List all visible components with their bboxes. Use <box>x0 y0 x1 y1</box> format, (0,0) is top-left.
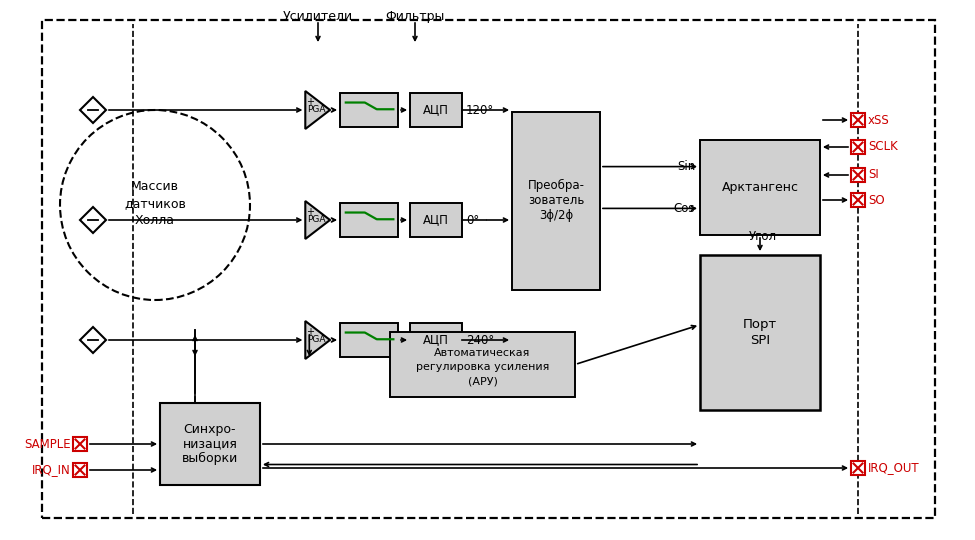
Text: (АРУ): (АРУ) <box>468 376 497 387</box>
Text: 0°: 0° <box>466 213 480 226</box>
Text: зователь: зователь <box>527 193 584 206</box>
Text: Холла: Холла <box>135 214 175 227</box>
Text: SCLK: SCLK <box>868 140 898 153</box>
Bar <box>73 437 87 451</box>
Text: АЦП: АЦП <box>423 213 448 226</box>
Text: Cos: Cos <box>674 202 695 215</box>
Bar <box>851 193 865 207</box>
Bar <box>340 93 398 127</box>
Text: 3ϕ/2ϕ: 3ϕ/2ϕ <box>539 208 573 221</box>
Text: +: + <box>306 97 314 106</box>
Text: 120°: 120° <box>466 104 494 117</box>
Text: PGA: PGA <box>307 215 326 225</box>
Bar <box>160 403 260 485</box>
Text: Угол: Угол <box>749 230 777 243</box>
Text: Автоматическая: Автоматическая <box>434 348 530 359</box>
Text: IRQ_OUT: IRQ_OUT <box>868 462 919 475</box>
Polygon shape <box>80 207 106 233</box>
Bar <box>73 463 87 477</box>
Bar <box>851 461 865 475</box>
Bar <box>700 140 820 235</box>
Text: Порт: Порт <box>743 318 777 331</box>
Text: SAMPLE: SAMPLE <box>24 437 71 450</box>
Bar <box>390 332 575 397</box>
Polygon shape <box>305 321 330 359</box>
Polygon shape <box>80 327 106 353</box>
Text: SO: SO <box>868 193 884 206</box>
Bar <box>410 203 462 237</box>
Text: xSS: xSS <box>868 113 890 126</box>
Text: IRQ_IN: IRQ_IN <box>32 463 71 476</box>
Text: SPI: SPI <box>750 334 770 347</box>
Text: АЦП: АЦП <box>423 334 448 347</box>
Bar <box>851 168 865 182</box>
Text: Усилители: Усилители <box>283 10 353 23</box>
Text: +: + <box>306 207 314 217</box>
Text: низация: низация <box>182 437 238 450</box>
Text: датчиков: датчиков <box>124 198 186 211</box>
Text: +: + <box>306 327 314 336</box>
Text: PGA: PGA <box>307 105 326 114</box>
Text: регулировка усиления: регулировка усиления <box>415 362 549 373</box>
Text: Преобра-: Преобра- <box>527 178 584 192</box>
Bar <box>340 323 398 357</box>
Text: Фильтры: Фильтры <box>385 10 445 23</box>
Bar <box>340 203 398 237</box>
Text: Массив: Массив <box>131 180 179 193</box>
Text: SI: SI <box>868 168 878 181</box>
Bar <box>851 140 865 154</box>
Polygon shape <box>305 201 330 239</box>
Text: АЦП: АЦП <box>423 104 448 117</box>
Bar <box>410 323 462 357</box>
Text: 240°: 240° <box>466 334 494 347</box>
Text: Арктангенс: Арктангенс <box>722 181 799 194</box>
Bar <box>700 255 820 410</box>
Polygon shape <box>80 97 106 123</box>
Polygon shape <box>305 91 330 129</box>
Text: выборки: выборки <box>182 451 238 464</box>
Bar <box>851 113 865 127</box>
Text: Синхро-: Синхро- <box>183 423 236 436</box>
Bar <box>410 93 462 127</box>
Text: PGA: PGA <box>307 335 326 345</box>
Bar <box>512 112 600 290</box>
Text: Sin: Sin <box>677 160 695 173</box>
